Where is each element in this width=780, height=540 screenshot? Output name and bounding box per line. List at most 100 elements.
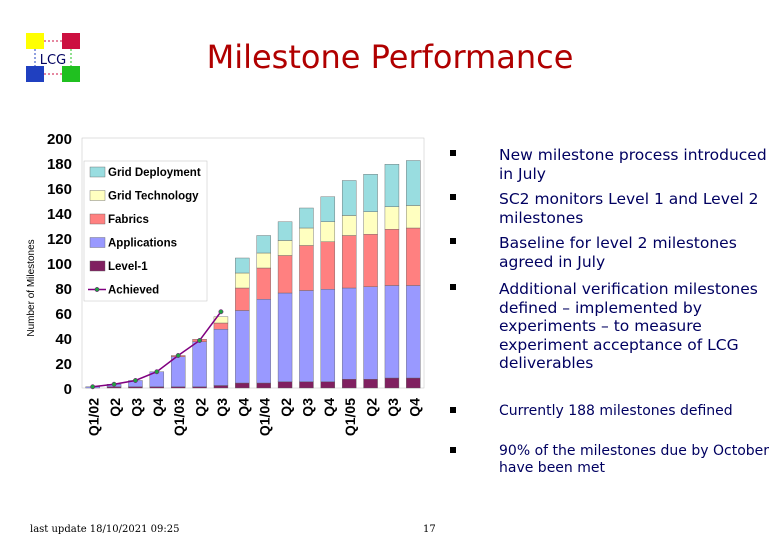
achieved-point	[175, 353, 181, 358]
y-tick-label: 60	[55, 306, 72, 323]
bullet-text: Currently 188 milestones defined	[499, 403, 733, 419]
slide-title: Milestone Performance	[206, 38, 574, 76]
legend-label: Grid Deployment	[108, 167, 201, 179]
bar-segment	[406, 285, 421, 379]
bar-segment	[256, 382, 271, 389]
bar-segment	[384, 164, 400, 207]
y-tick-label: 160	[47, 181, 72, 198]
bar-segment	[384, 229, 400, 286]
bar-segment	[277, 381, 293, 389]
logo-red-square	[62, 33, 80, 49]
bar-segment	[320, 289, 336, 382]
bar-segment	[363, 174, 378, 212]
y-axis-label: Number of Milestones	[26, 239, 37, 336]
bar-segment	[277, 255, 293, 294]
bullet-marker	[450, 194, 456, 200]
x-tick-label: Q1/02	[86, 398, 102, 436]
bar-segment	[299, 207, 314, 229]
bar-segment	[406, 205, 421, 229]
bar-segment	[192, 341, 207, 387]
x-tick-label: Q2	[107, 398, 123, 417]
x-tick-label: Q4	[406, 398, 422, 417]
bar-segment	[341, 379, 357, 389]
bar-segment	[235, 310, 250, 384]
y-tick-label: 20	[55, 356, 72, 373]
bar-segment	[341, 215, 357, 236]
x-tick-label: Q4	[321, 398, 337, 417]
bullet-marker	[450, 447, 456, 453]
bullet-marker	[450, 238, 456, 244]
bar-segment	[363, 379, 378, 389]
logo-blue-square	[26, 66, 44, 82]
bar-segment	[341, 287, 357, 380]
achieved-point	[154, 369, 160, 375]
bar-segment	[256, 267, 271, 300]
bar-segment	[341, 180, 357, 216]
y-tick-label: 200	[47, 131, 72, 148]
y-tick-label: 140	[47, 206, 72, 223]
legend-label: Level-1	[108, 261, 148, 273]
bar-segment	[256, 235, 271, 254]
bar-segment	[235, 257, 250, 274]
bar-segment	[320, 221, 336, 242]
bar-segment	[299, 290, 314, 382]
achieved-point	[111, 381, 117, 387]
legend-marker	[94, 287, 100, 292]
achieved-point	[90, 384, 96, 390]
legend-swatch	[89, 260, 106, 272]
x-tick-label: Q3	[128, 398, 144, 417]
x-tick-label: Q2	[193, 398, 209, 417]
bullet-text: Additional verification milestones defin…	[499, 280, 758, 373]
logo-green-square	[62, 66, 80, 82]
x-tick-label: Q1/05	[342, 398, 358, 436]
achieved-point	[132, 378, 138, 383]
legend-label: Applications	[108, 238, 177, 250]
logo-yellow-square	[26, 33, 44, 49]
achieved-point	[197, 338, 203, 343]
bullet-text: New milestone process introduced in July	[499, 146, 767, 183]
legend-swatch	[89, 190, 106, 201]
bar-segment	[277, 221, 293, 241]
y-tick-label: 180	[47, 156, 72, 173]
bar-segment	[406, 160, 421, 206]
y-tick-label: 40	[55, 331, 72, 348]
bullet-text: Baseline for level 2 milestones agreed i…	[499, 234, 737, 271]
bar-segment	[235, 382, 250, 389]
x-tick-label: Q4	[235, 398, 251, 417]
bar-segment	[320, 241, 336, 290]
y-tick-label: 120	[47, 231, 72, 248]
footer-date: last update 18/10/2021 09:25	[30, 524, 180, 535]
x-tick-label: Q1/04	[257, 398, 273, 436]
bar-segment	[277, 240, 293, 256]
y-tick-label: 0	[64, 381, 72, 398]
bar-segment	[406, 227, 421, 286]
bar-segment	[256, 252, 271, 269]
legend-swatch	[89, 213, 106, 225]
bar-segment	[299, 381, 314, 389]
bar-segment	[235, 272, 250, 289]
bar-segment	[170, 356, 186, 387]
bar-segment	[320, 196, 336, 222]
bullet-text: SC2 monitors Level 1 and Level 2 milesto…	[499, 190, 759, 227]
bar-segment	[256, 299, 271, 384]
bar-segment	[341, 235, 357, 289]
legend-label: Achieved	[108, 285, 159, 297]
legend-swatch	[89, 166, 106, 178]
bar-segment	[384, 206, 400, 230]
milestone-chart: Number of Milestones 0 20 40 60 80 100 120 140 1…	[26, 131, 425, 436]
y-tick-label: 80	[55, 281, 72, 298]
bar-segment	[363, 286, 378, 380]
bullet-marker	[450, 407, 456, 413]
legend-label: Grid Technology	[108, 191, 199, 203]
bar-segment	[363, 211, 378, 235]
bar-segment	[299, 227, 314, 246]
legend-label: Fabrics	[108, 214, 149, 226]
bar-segment	[320, 381, 336, 389]
bullet-marker	[450, 150, 456, 156]
page-number: 17	[423, 524, 436, 535]
bullet-marker	[450, 284, 456, 290]
x-tick-label: Q2	[278, 398, 294, 417]
bar-segment	[384, 377, 400, 389]
bar-segment	[213, 329, 229, 386]
logo-text: LCG	[40, 53, 66, 68]
